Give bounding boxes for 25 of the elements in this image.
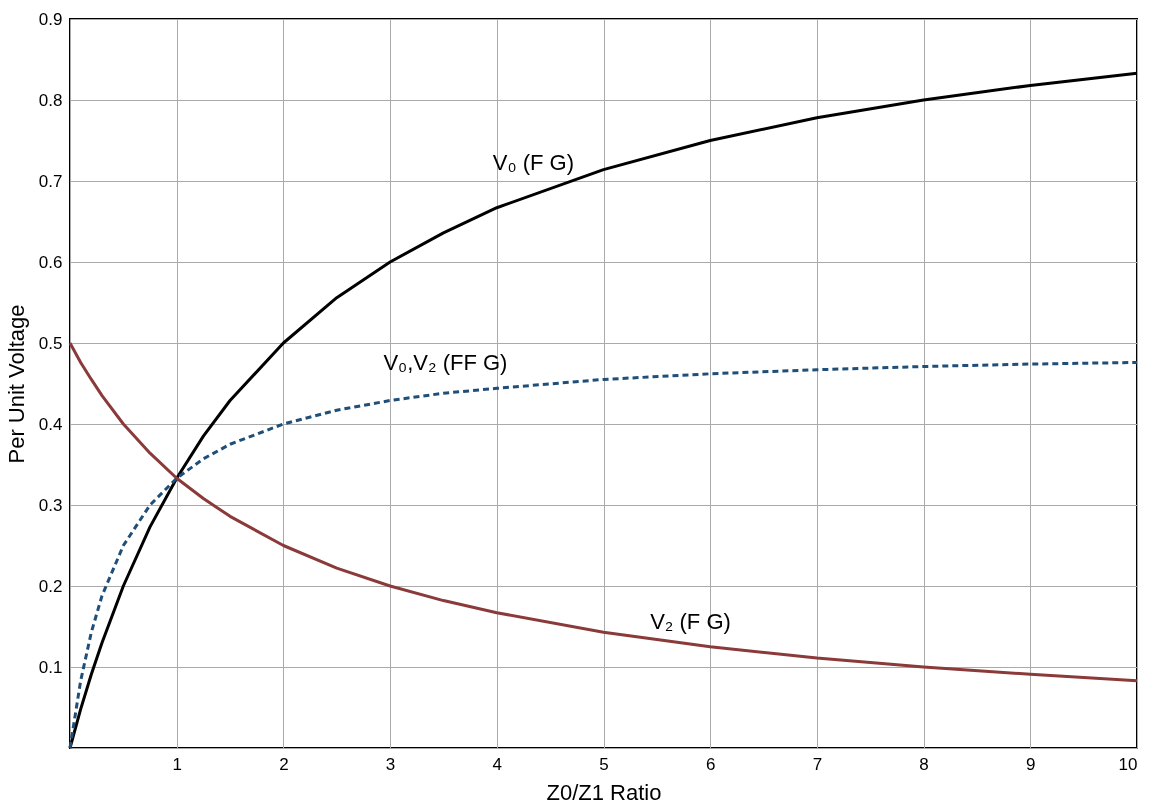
y-tick-label: 0.3 <box>38 495 63 515</box>
x-tick-label: 7 <box>812 754 823 774</box>
line-series <box>68 341 1139 683</box>
x-axis-title: Z0/Z1 Ratio <box>546 779 662 805</box>
x-tick-label: 10 <box>1118 754 1138 774</box>
y-tick-label: 0.2 <box>38 576 63 596</box>
y-tick-label: 0.9 <box>38 9 63 29</box>
x-tick-label: 3 <box>385 754 396 774</box>
y-tick-label: 0.4 <box>38 414 63 434</box>
x-tick-label: 5 <box>599 754 609 774</box>
x-tick-label: 9 <box>1026 754 1036 774</box>
y-tick-label: 0.1 <box>38 657 63 677</box>
y-tick-label: 0.8 <box>38 90 63 110</box>
y-tick-label: 0.7 <box>38 171 63 191</box>
series-label: V₂ (F G) <box>650 608 731 634</box>
y-tick-label: 0.5 <box>38 333 63 353</box>
y-tick-label: 0.6 <box>38 252 63 272</box>
x-tick-label: 1 <box>172 754 182 774</box>
x-tick-label: 6 <box>705 754 716 774</box>
x-tick-label: 4 <box>492 754 503 774</box>
x-tick-label: 8 <box>919 754 929 774</box>
y-axis-title: Per Unit Voltage <box>3 304 29 464</box>
series-label: V₀ (F G) <box>492 149 575 175</box>
x-tick-label: 2 <box>279 754 289 774</box>
series-label: V₀,V₂ (FF G) <box>383 350 508 376</box>
